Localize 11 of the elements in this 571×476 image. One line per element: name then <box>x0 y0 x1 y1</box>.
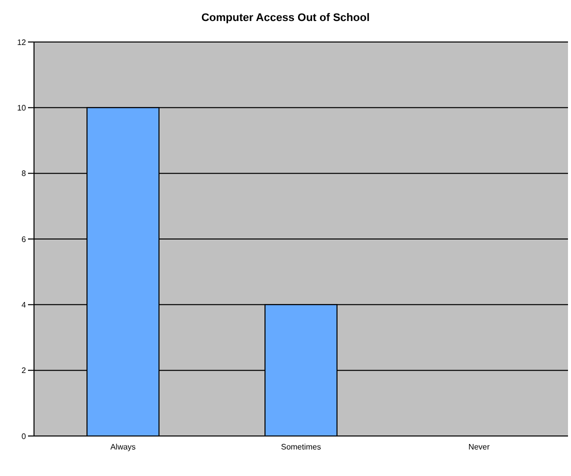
y-tick-label: 6 <box>22 234 27 244</box>
x-tick-label: Always <box>110 442 136 452</box>
chart-title: Computer Access Out of School <box>200 12 371 26</box>
y-tick-label: 0 <box>22 432 27 441</box>
y-tick-label: 8 <box>22 169 27 178</box>
y-tick-label: 2 <box>22 366 27 376</box>
y-tick-label: 4 <box>22 300 27 310</box>
x-tick-label: Never <box>468 442 490 452</box>
y-tick-label: 12 <box>17 38 27 47</box>
y-tick-label: 10 <box>17 104 27 113</box>
x-tick-label: Sometimes <box>280 442 322 452</box>
